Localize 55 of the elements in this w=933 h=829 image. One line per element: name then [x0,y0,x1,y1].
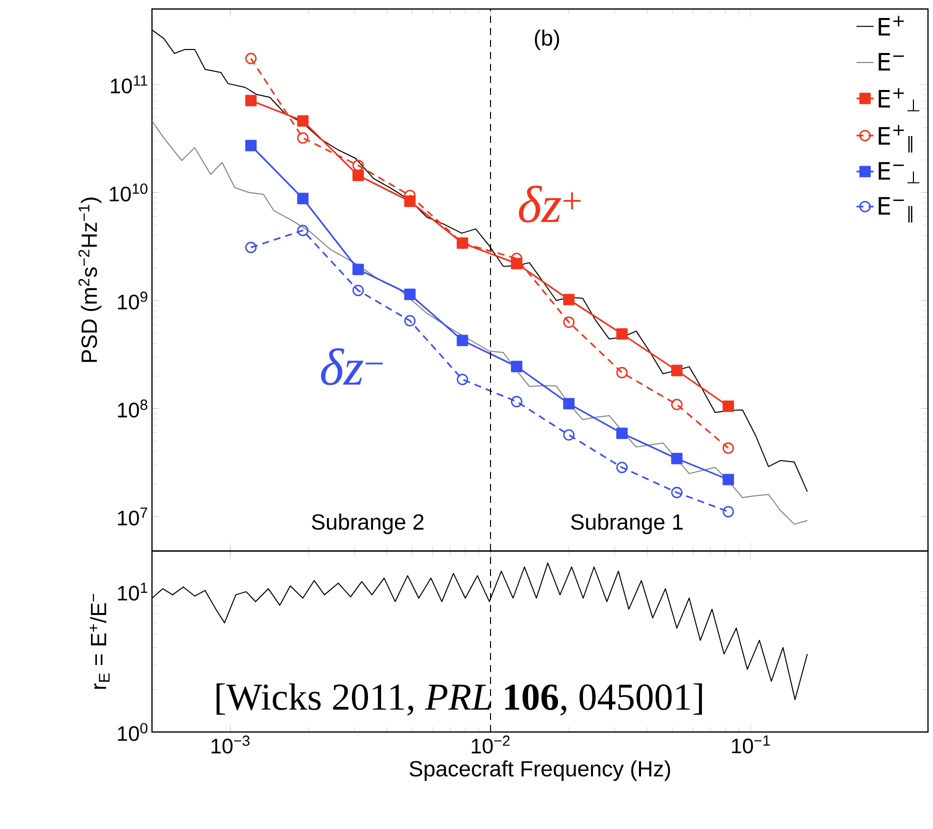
point [352,284,364,296]
y-tick-label: 10$^{1}$ [118,582,148,601]
point [352,264,364,276]
y-axis-title: PSD (m$^{2}$s$^{−2}$Hz$^{−1}$) [78,198,102,362]
point [297,115,309,127]
point [563,429,575,441]
point [563,398,575,410]
point [456,334,468,346]
annotation: Subrange 2 [312,514,424,534]
point [510,360,522,372]
annotation: (b) [534,30,560,50]
y-tick-label: 10$^{0}$ [118,723,148,741]
y-tick-label: 10$^{7}$ [118,508,148,526]
point [616,366,628,378]
annotation: [Wicks 2011, PRL 106, 045001] [216,683,702,716]
point [563,316,575,328]
point [352,170,364,182]
legend-label: E$^{+}$⊥ [878,88,920,112]
point [245,140,257,152]
y-tick-label: 10$^{11}$ [110,76,148,94]
legend-label: E$^{+}$∥ [878,125,912,153]
point [404,288,416,300]
point [510,396,522,408]
point [245,242,257,254]
point [352,160,364,172]
x-tick-label: 10$^{−3}$ [212,736,250,754]
point [722,474,734,486]
legend-label: E$^{−}$ [878,52,904,70]
x-tick-label: 10$^{−1}$ [732,736,770,754]
legend-label: E$^{+}$ [878,16,904,36]
point [245,94,257,106]
point [245,52,257,64]
annotation: δz$^{+}$ [518,186,581,223]
point [722,400,734,412]
point [616,428,628,439]
point [616,328,628,340]
point [297,224,309,236]
x-axis-title: Spacecraft Frequency (Hz) [410,760,670,781]
point [297,132,309,144]
point [722,442,734,454]
point [722,506,734,518]
annotation: δz$^{−}$ [321,348,383,386]
y-tick-label: 10$^{9}$ [118,292,148,310]
point [456,374,468,386]
legend-label: E$^{−}$∥ [878,197,912,223]
point [297,192,309,204]
y-tick-label: 10$^{10}$ [110,184,148,202]
point [404,315,416,326]
annotation: Subrange 1 [571,514,683,534]
x-tick-label: 10$^{−2}$ [472,736,510,754]
legend-label: E$^{−}$⊥ [878,162,920,184]
point [563,294,575,306]
y-tick-label: 10$^{8}$ [118,400,148,418]
point [616,462,628,474]
y-axis-title: r$_{E}$ = E$^{+}$/E$^{−}$ [90,594,110,689]
